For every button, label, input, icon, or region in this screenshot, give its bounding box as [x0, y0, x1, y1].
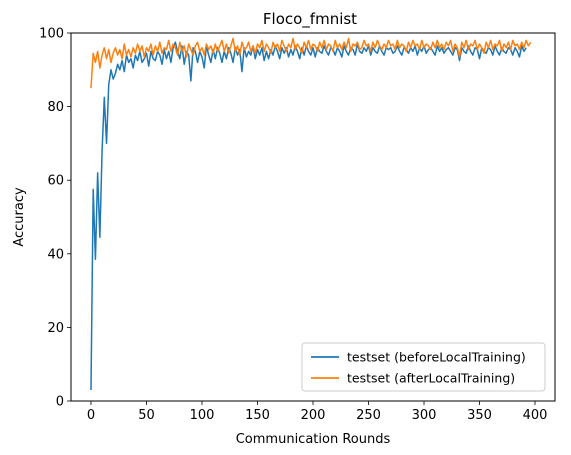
x-tick-label: 150: [245, 408, 270, 423]
y-tick-label: 60: [47, 174, 64, 189]
series-line-1: [90, 41, 527, 390]
plot-lines: [90, 37, 532, 390]
x-tick-label: 400: [523, 408, 548, 423]
x-tick-label: 0: [87, 408, 95, 423]
legend-label-1: testset (beforeLocalTraining): [347, 350, 526, 365]
x-tick-label: 300: [412, 408, 437, 423]
legend-box: [301, 342, 546, 392]
y-tick-label: 20: [47, 321, 64, 336]
x-tick-label: 200: [301, 408, 326, 423]
x-tick-label: 350: [467, 408, 492, 423]
y-tick-label: 0: [56, 395, 64, 410]
x-tick-label: 250: [356, 408, 381, 423]
y-tick-label: 80: [47, 100, 64, 115]
plot-area-frame: [70, 32, 556, 402]
y-tick-label: 100: [39, 27, 64, 42]
y-tick-label: 40: [47, 247, 64, 262]
y-axis-ticks: 0 20 40 60 80 100: [39, 27, 71, 410]
x-tick-label: 100: [190, 408, 215, 423]
series-line-2: [90, 37, 532, 89]
legend: testset (beforeLocalTraining) testset (af…: [301, 342, 546, 392]
legend-label-2: testset (afterLocalTraining): [347, 371, 515, 386]
x-axis-ticks: 0 50 100 150 200 250 300 350 400: [87, 401, 548, 423]
x-axis-label: Communication Rounds: [236, 432, 391, 447]
x-tick-label: 50: [138, 408, 155, 423]
chart-title: Floco_fmnist: [263, 10, 357, 29]
y-axis-label: Accuracy: [12, 187, 27, 247]
